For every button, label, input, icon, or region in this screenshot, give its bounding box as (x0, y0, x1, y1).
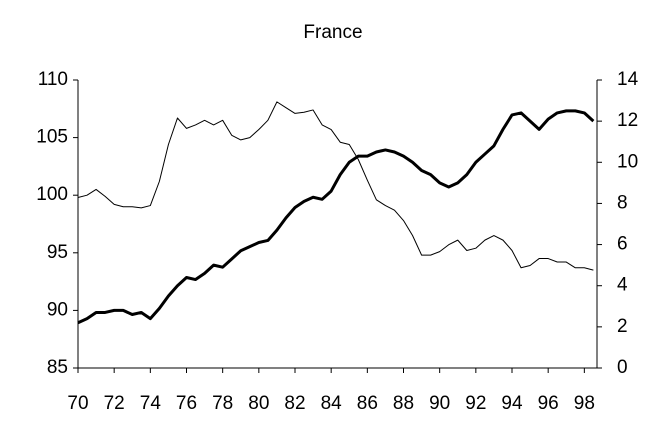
y2-tick-label: 10 (617, 151, 638, 172)
y2-tick-label: 14 (617, 69, 639, 90)
y2-tick-label: 0 (617, 357, 628, 378)
y2-tick-label: 12 (617, 110, 638, 131)
x-tick-label: 72 (104, 393, 125, 414)
chart-title: France (303, 22, 362, 43)
y-tick-label: 105 (36, 127, 68, 148)
x-tick-label: 70 (67, 393, 88, 414)
x-tick-label: 98 (574, 393, 595, 414)
x-tick-label: 74 (140, 393, 162, 414)
x-tick-label: 78 (212, 393, 233, 414)
y2-tick-label: 6 (617, 234, 628, 255)
series-line (77, 101, 594, 271)
x-tick-label: 90 (429, 393, 450, 414)
x-tick-label: 80 (248, 393, 269, 414)
x-tick-label: 88 (393, 393, 414, 414)
x-tick-label: 84 (321, 393, 343, 414)
y-tick-label: 85 (47, 357, 68, 378)
x-tick-label: 82 (284, 393, 305, 414)
y-tick-label: 100 (36, 184, 68, 205)
x-tick-label: 94 (501, 393, 523, 414)
x-tick-label: 76 (176, 393, 197, 414)
x-tick-label: 96 (538, 393, 559, 414)
y-tick-label: 90 (47, 299, 68, 320)
y-tick-label: 110 (38, 69, 68, 90)
series-line (77, 109, 595, 325)
x-tick-label: 86 (357, 393, 378, 414)
y2-tick-label: 2 (617, 316, 628, 337)
y-tick-label: 95 (47, 242, 68, 263)
y2-tick-label: 8 (617, 192, 628, 213)
y2-tick-label: 4 (617, 275, 628, 296)
x-tick-label: 92 (465, 393, 486, 414)
